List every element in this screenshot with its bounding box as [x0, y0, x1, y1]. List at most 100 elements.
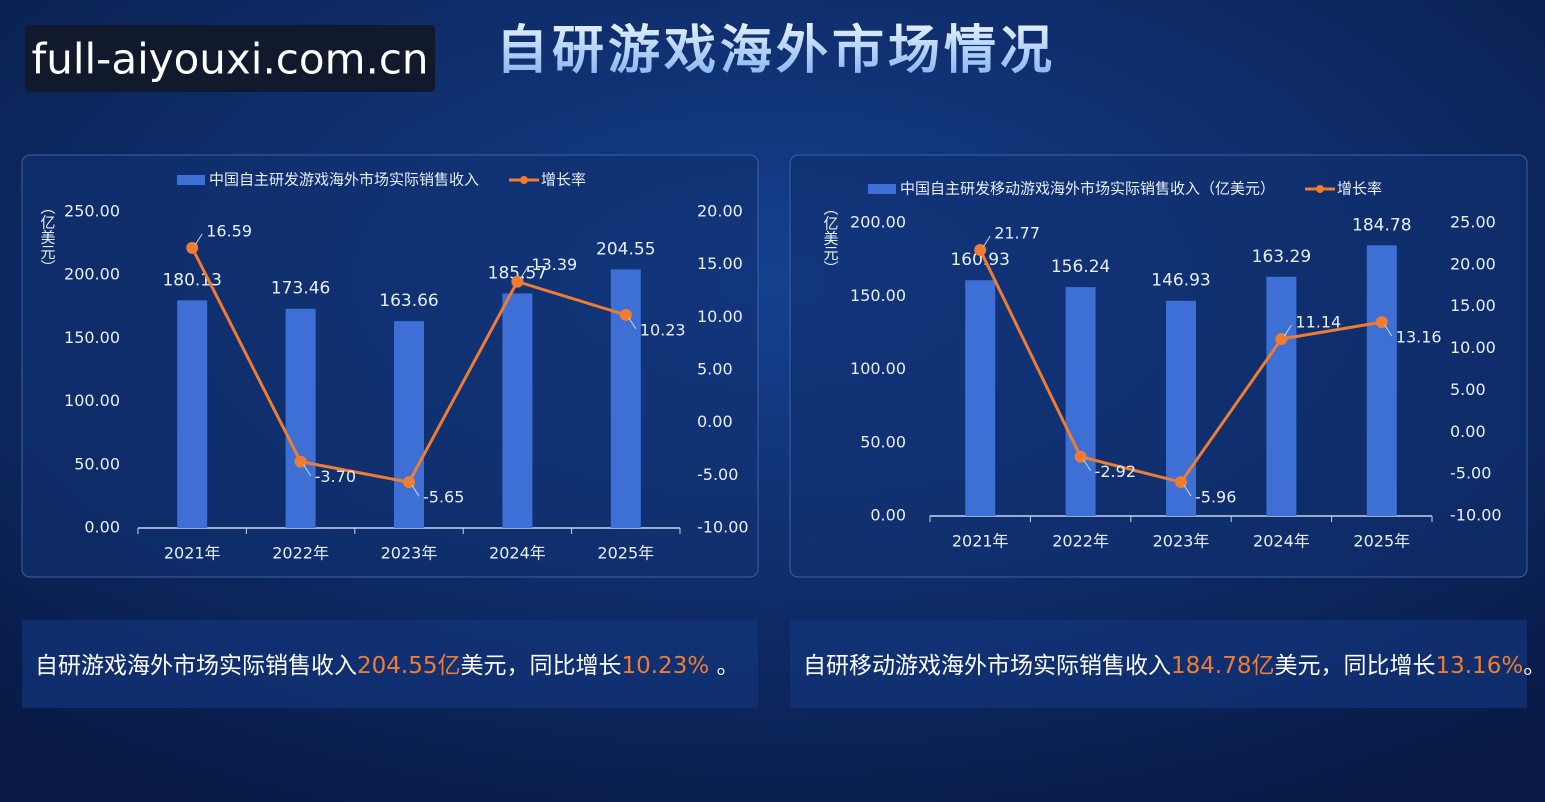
y-tick-label: 50.00 [860, 432, 906, 451]
leader [1183, 484, 1192, 497]
summary-box [22, 620, 758, 708]
x-tick-label: 2021年 [952, 532, 1009, 551]
y-tick-label: 0.00 [84, 518, 120, 537]
legend-label: 中国自主研发游戏海外市场实际销售收入 [209, 171, 479, 189]
leader [519, 267, 528, 279]
line-value-label: -5.96 [1195, 488, 1236, 507]
summary-segment: 美元，同比增长 [1274, 653, 1435, 679]
leader [303, 464, 312, 476]
y-tick-label: 250.00 [64, 202, 120, 221]
y2-tick-label: 10.00 [1450, 338, 1496, 357]
bar-value-label: 146.93 [1151, 271, 1210, 291]
y2-tick-label: -10.00 [697, 518, 749, 537]
y2-tick-label: 0.00 [1450, 422, 1486, 441]
x-tick-label: 2024年 [1253, 532, 1310, 551]
y-tick-label: 0.00 [870, 506, 906, 525]
bar [1366, 245, 1397, 516]
leader [1283, 324, 1292, 337]
bar [394, 321, 424, 528]
bar [610, 269, 641, 528]
bar-value-label: 156.24 [1051, 257, 1110, 277]
y2-tick-label: 15.00 [697, 254, 743, 273]
x-tick-label: 2024年 [489, 544, 546, 563]
y2-tick-label: 0.00 [697, 412, 733, 431]
summary-segment: 184.78亿 [1171, 653, 1274, 679]
y-tick-label: 100.00 [850, 359, 906, 378]
summary-segment: 10.23% [621, 653, 709, 679]
summary-segment: 。 [709, 653, 739, 679]
summary-segment: 13.16% [1435, 653, 1523, 679]
y2-tick-label: -10.00 [1450, 506, 1502, 525]
summary-segment: 。 [1523, 653, 1545, 679]
y2-tick-label: 15.00 [1450, 296, 1496, 315]
summary-segment: 204.55亿 [357, 653, 460, 679]
line-value-label: -3.70 [315, 467, 356, 486]
bar-value-label: 184.78 [1352, 215, 1411, 235]
summary-segment: 美元，同比增长 [460, 653, 621, 679]
legend-label: 中国自主研发移动游戏海外市场实际销售收入（亿美元） [900, 180, 1275, 198]
legend-swatch [520, 176, 529, 184]
y-tick-label: 150.00 [64, 328, 120, 347]
leader [628, 317, 637, 330]
y-tick-label: 200.00 [64, 265, 120, 284]
leader [1384, 324, 1393, 337]
summary-segment: 自研移动游戏海外市场实际销售收入 [803, 653, 1171, 679]
leader [411, 484, 420, 497]
line-value-label: 10.23 [640, 320, 686, 339]
line-value-label: 13.39 [531, 255, 577, 274]
legend-label: 增长率 [541, 171, 586, 189]
bar-value-label: 185.57 [488, 263, 547, 283]
bar [285, 308, 316, 528]
line-value-label: 21.77 [994, 224, 1040, 243]
y2-tick-label: -5.00 [697, 465, 738, 484]
line-value-label: -5.65 [423, 488, 464, 507]
watermark: full-aiyouxi.com.cn [31, 35, 428, 84]
legend-swatch [868, 184, 896, 194]
line-value-label: 11.14 [1295, 313, 1341, 332]
leader [982, 235, 991, 248]
x-tick-label: 2025年 [597, 544, 654, 563]
x-tick-label: 2022年 [1052, 532, 1109, 551]
x-tick-label: 2021年 [164, 544, 221, 563]
y2-tick-label: -5.00 [1450, 464, 1491, 483]
leader [1083, 459, 1092, 471]
bar-value-label: 160.93 [950, 250, 1009, 270]
y2-tick-label: 10.00 [697, 307, 743, 326]
bar [177, 300, 208, 528]
y2-tick-label: 5.00 [697, 360, 733, 379]
panel [21, 154, 759, 578]
y-tick-label: 200.00 [850, 213, 906, 232]
bar-value-label: 163.29 [1252, 247, 1311, 267]
y2-tick-label: 5.00 [1450, 380, 1486, 399]
x-tick-label: 2023年 [1153, 532, 1210, 551]
legend-label: 增长率 [1337, 180, 1382, 198]
summary: 自研游戏海外市场实际销售收入204.55亿美元，同比增长10.23% 。 [35, 653, 740, 679]
x-tick-label: 2025年 [1353, 532, 1410, 551]
leader [194, 233, 203, 246]
summary-segment: 自研游戏海外市场实际销售收入 [35, 653, 357, 679]
y-axis-label: （亿美元） [822, 201, 840, 276]
watermark-box [25, 25, 435, 92]
bar [1266, 276, 1297, 516]
x-tick-label: 2022年 [272, 544, 329, 563]
y2-tick-label: 20.00 [697, 202, 743, 221]
legend-swatch [177, 175, 205, 185]
bar-value-label: 163.66 [379, 291, 438, 311]
y2-tick-label: 20.00 [1450, 254, 1496, 273]
y-tick-label: 50.00 [74, 454, 120, 473]
x-tick-label: 2023年 [381, 544, 438, 563]
line-value-label: 16.59 [206, 221, 252, 240]
y-axis-label: （亿美元） [39, 200, 57, 275]
y2-tick-label: 25.00 [1450, 213, 1496, 232]
legend-swatch [1316, 185, 1325, 193]
page-title: 自研游戏海外市场情况 [496, 21, 1056, 81]
summary-box [790, 620, 1527, 708]
y-tick-label: 100.00 [64, 391, 120, 410]
bar [1065, 287, 1096, 516]
bar-value-label: 173.46 [271, 279, 330, 299]
bar [502, 293, 533, 528]
bar-value-label: 204.55 [596, 239, 655, 259]
y-tick-label: 150.00 [850, 286, 906, 305]
line-value-label: -2.92 [1095, 462, 1136, 481]
